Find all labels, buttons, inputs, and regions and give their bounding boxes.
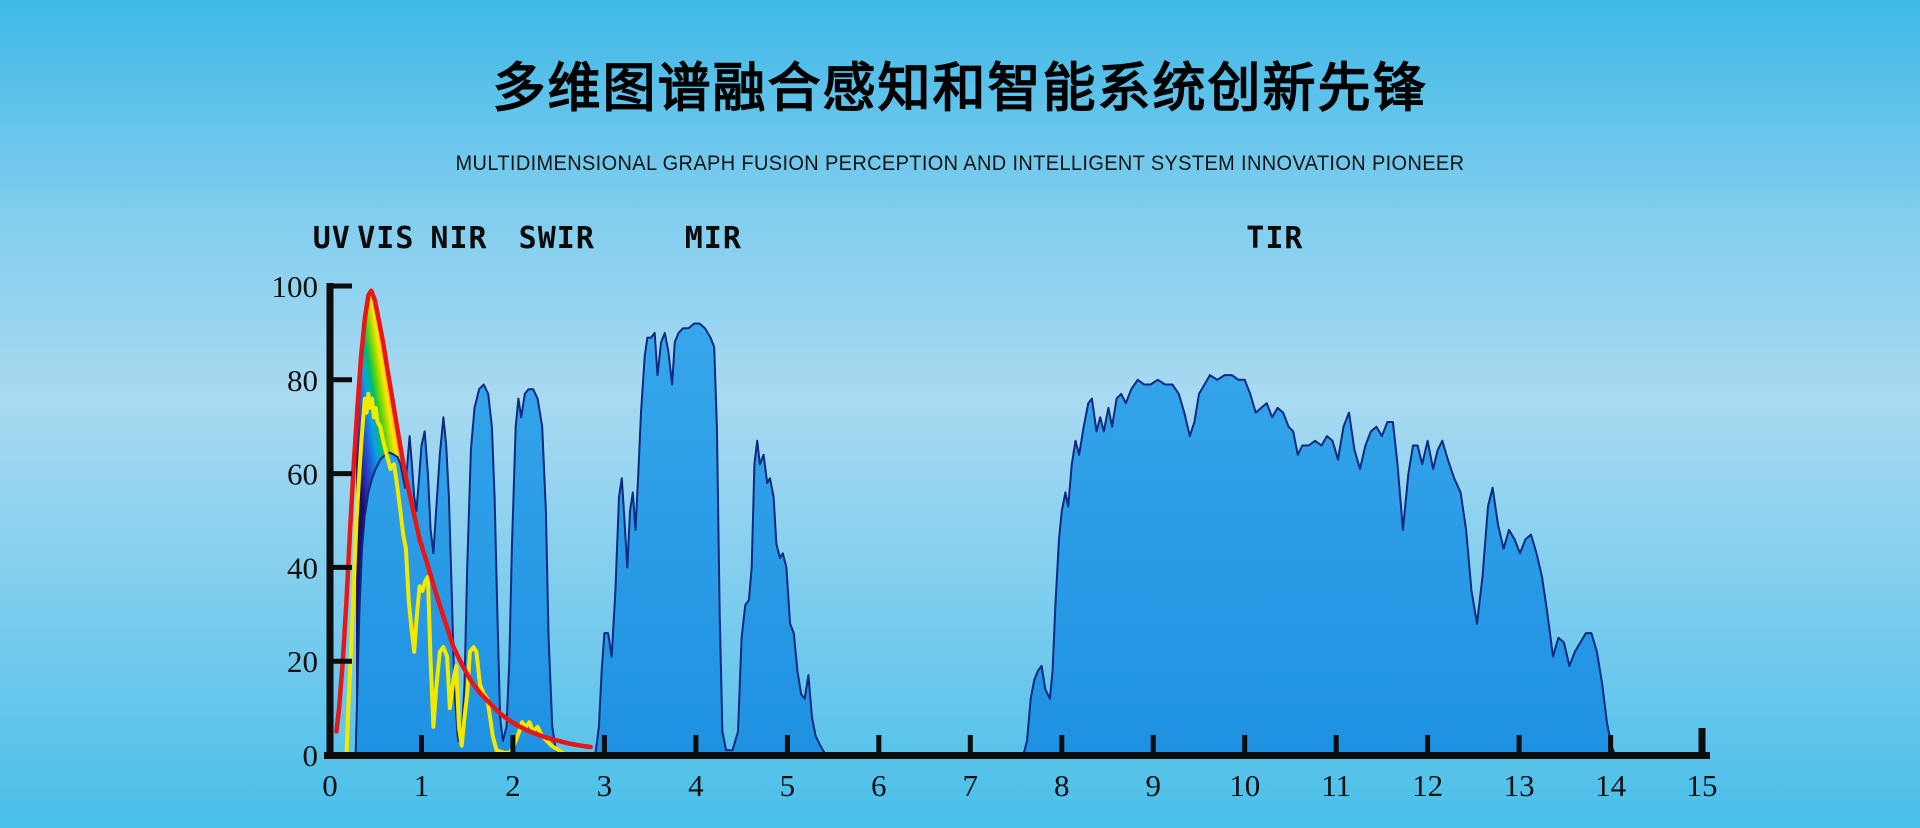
x-tick-label: 13	[1504, 768, 1535, 803]
page-subtitle: MULTIDIMENSIONAL GRAPH FUSION PERCEPTION…	[0, 152, 1920, 176]
y-tick-label: 40	[287, 550, 318, 585]
x-tick-label: 12	[1412, 768, 1443, 803]
y-tick-label: 100	[272, 269, 319, 304]
x-tick-label: 14	[1595, 768, 1627, 803]
x-tick-label: 7	[963, 768, 979, 803]
y-tick-label: 60	[287, 457, 318, 492]
x-tick-label: 0	[322, 768, 338, 803]
x-tick-label: 1	[414, 768, 430, 803]
page-title: 多维图谱融合感知和智能系统创新先锋	[492, 59, 1428, 118]
x-tick-label: 11	[1321, 768, 1351, 803]
y-tick-label: 80	[287, 363, 318, 398]
x-tick-label: 8	[1054, 768, 1070, 803]
x-tick-label: 9	[1145, 768, 1161, 803]
x-tick-label: 10	[1229, 768, 1260, 803]
x-tick-label: 4	[688, 768, 704, 803]
transmission-area	[355, 323, 1616, 755]
x-tick-label: 6	[871, 768, 887, 803]
x-tick-label: 3	[597, 768, 613, 803]
x-tick-label: 2	[505, 768, 521, 803]
transmission-outline	[354, 322, 1617, 756]
blackbody-curve	[334, 288, 593, 750]
x-tick-label: 15	[1687, 768, 1718, 803]
y-tick-label: 0	[303, 738, 319, 773]
page-subtitle-text: MULTIDIMENSIONAL GRAPH FUSION PERCEPTION…	[455, 152, 1465, 175]
x-tick-label: 5	[780, 768, 796, 803]
y-tick-label: 20	[287, 644, 318, 679]
